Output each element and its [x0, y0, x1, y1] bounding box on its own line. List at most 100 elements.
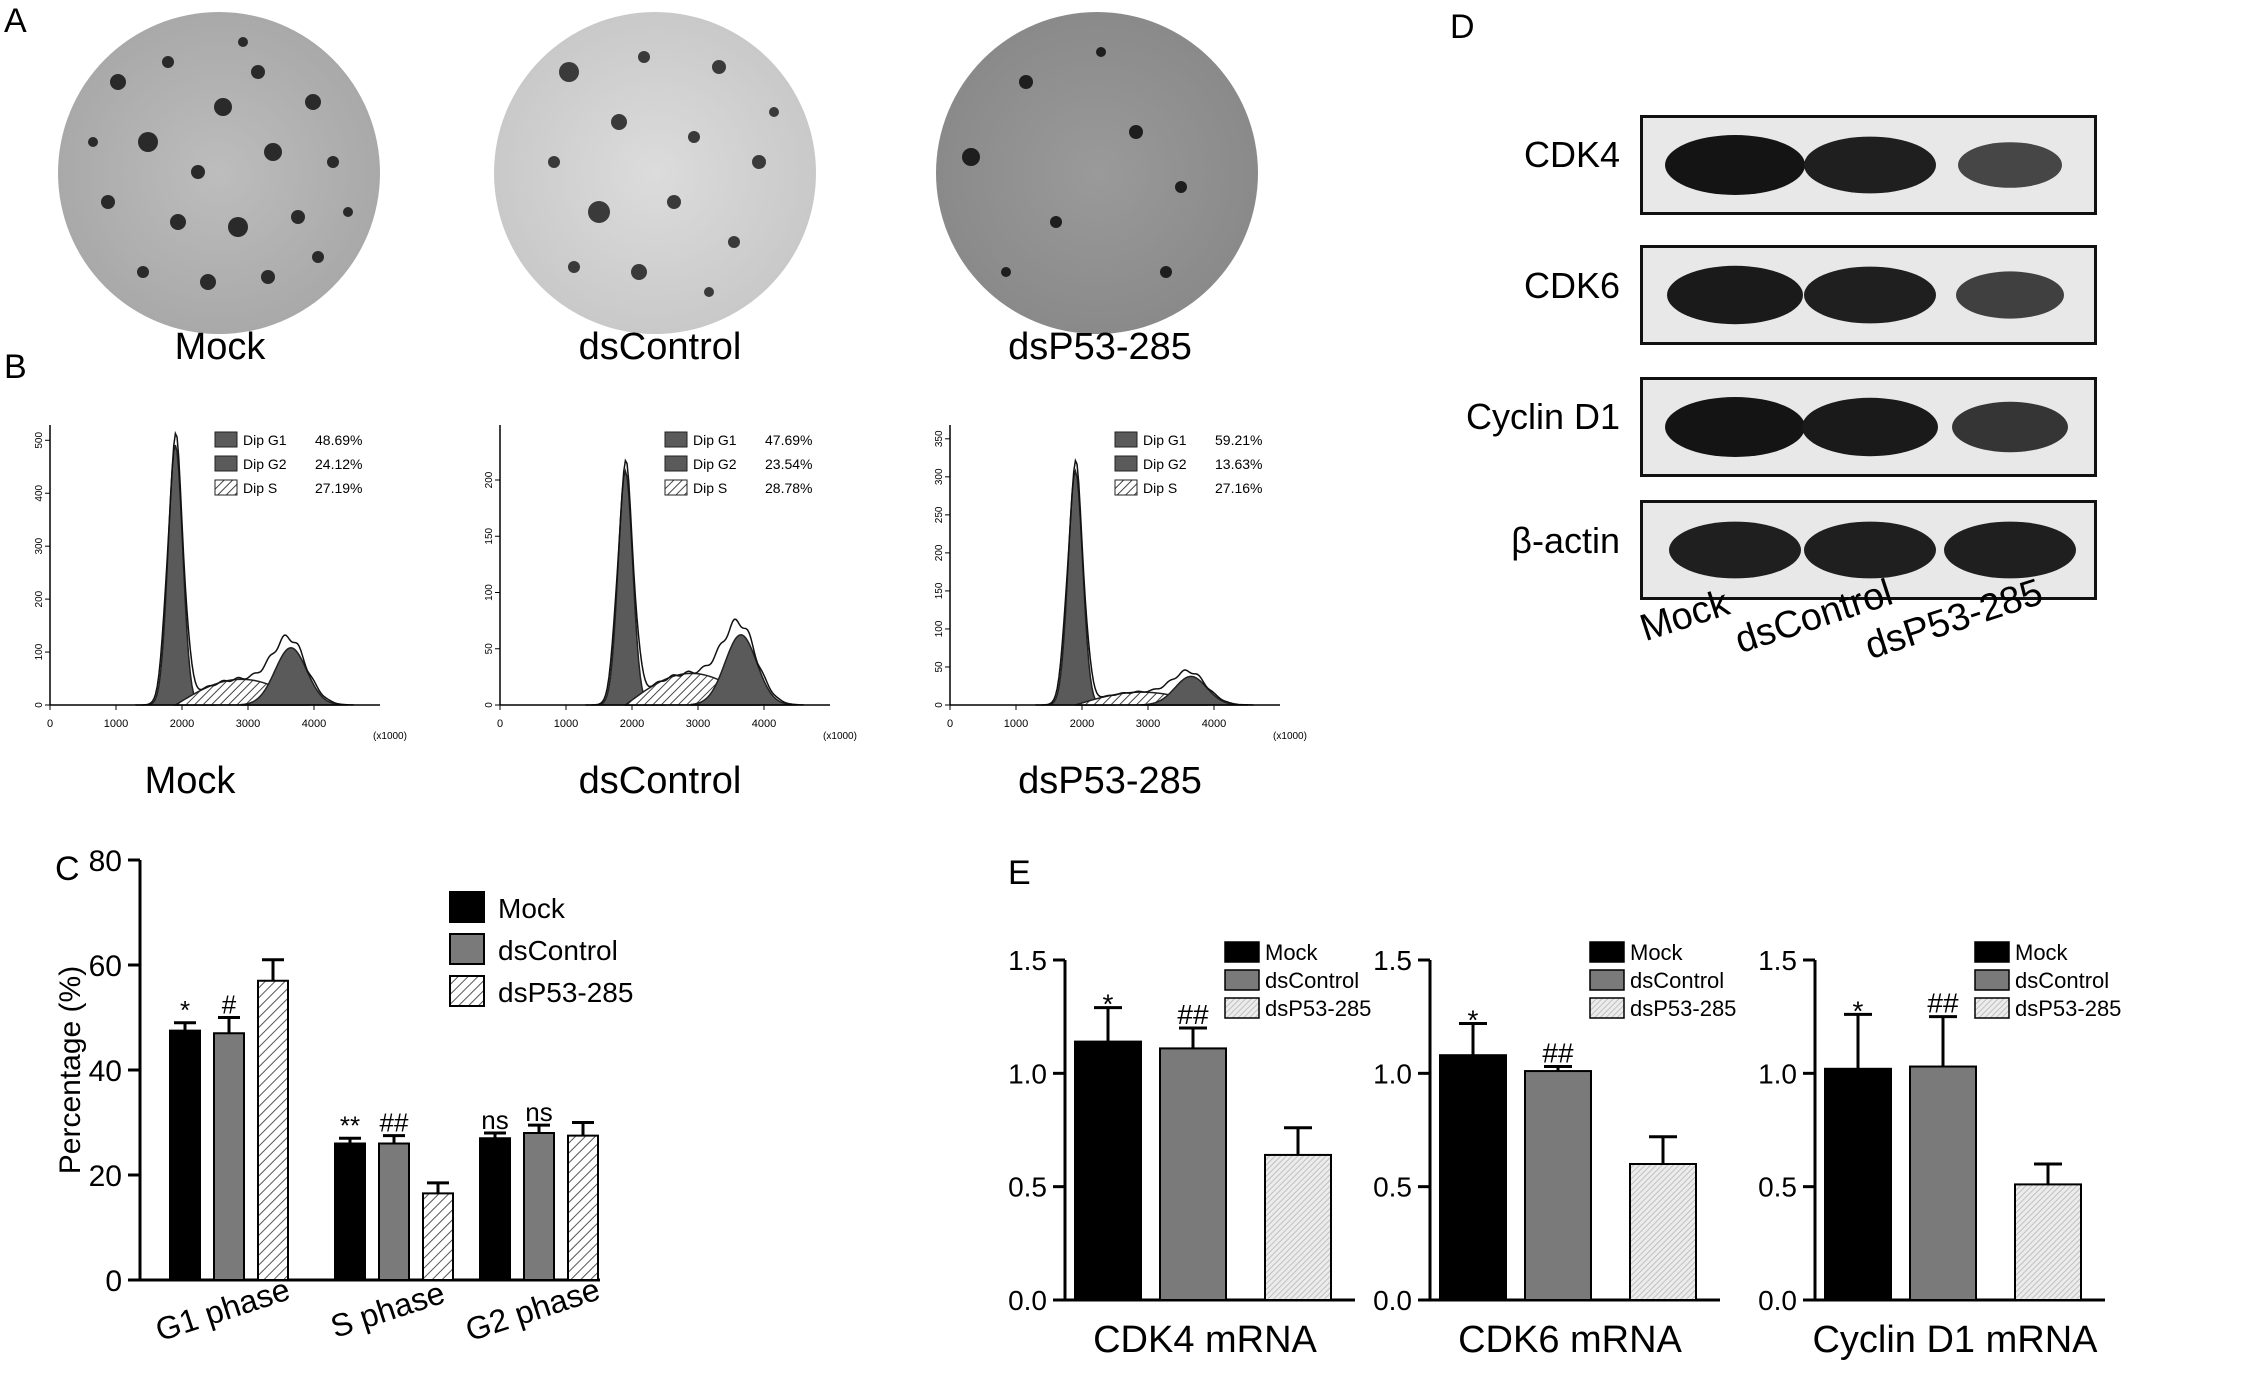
- e-legend-swatch-1-0: [1589, 941, 1625, 963]
- y-tick-label-2-6: 300: [934, 468, 945, 485]
- e-y-tick-label-1-1: 0.5: [1373, 1172, 1412, 1203]
- x-tick-label-2-4: 4000: [1202, 718, 1226, 730]
- y-tick-label-0-1: 100: [34, 643, 45, 660]
- g1-peak-0: [141, 444, 215, 706]
- e-bar-2-2: [2014, 1183, 2082, 1301]
- e-legend-label-0-0: Mock: [1265, 940, 1319, 965]
- cell-cycle-bar-chart: 0 20 40 60 80 Percentage (%) * # G1 phase ** ## S p…: [54, 845, 633, 1348]
- c-category-2: G2 phase: [461, 1271, 604, 1348]
- e-mark-1-0: *: [1468, 1004, 1479, 1035]
- c-bar-0-0: [169, 1029, 201, 1281]
- e-legend-label-1-1: dsControl: [1630, 968, 1724, 993]
- envelope-0: [135, 430, 354, 706]
- c-mark-0-1: #: [222, 990, 237, 1020]
- legend-value-0-2: 27.19%: [315, 480, 362, 496]
- e-legend-swatch-0-2: [1224, 997, 1260, 1019]
- e-legend-label-2-0: Mock: [2015, 940, 2069, 965]
- legend-swatch-0-2: [214, 479, 238, 496]
- c-y-tick-label-2: 40: [89, 1055, 122, 1088]
- e-y-tick-label-2-1: 0.5: [1758, 1172, 1797, 1203]
- envelope-1: [585, 458, 804, 706]
- legend-value-2-0: 59.21%: [1215, 432, 1262, 448]
- c-y-tick-label-3: 60: [89, 950, 122, 983]
- legend-swatch-0-0: [214, 431, 238, 448]
- e-legend-swatch-2-2: [1974, 997, 2010, 1019]
- e-bar-2-0: [1824, 1067, 1892, 1301]
- c-category-0: G1 phase: [151, 1271, 294, 1348]
- colony-dish-mock: [58, 12, 380, 334]
- legend-value-1-0: 47.69%: [765, 432, 812, 448]
- wb-band-3-0: [1669, 521, 1801, 579]
- y-tick-label-1-3: 150: [484, 527, 495, 544]
- c-legend-label-2: dsP53-285: [498, 977, 633, 1008]
- e-legend-swatch-0-1: [1224, 969, 1260, 991]
- legend-value-2-1: 13.63%: [1215, 456, 1262, 472]
- x-tick-label-2-0: 0: [947, 718, 953, 730]
- flow-cytometry-plots: 0 1000 2000 3000 4000(x1000)0100200300400500…: [34, 425, 1307, 742]
- c-legend-label-1: dsControl: [498, 935, 618, 966]
- y-tick-label-0-4: 400: [34, 484, 45, 501]
- e-y-tick-label-0-0: 0.0: [1008, 1285, 1047, 1316]
- y-tick-label-1-4: 200: [484, 471, 495, 488]
- e-y-tick-label-0-2: 1.0: [1008, 1058, 1047, 1089]
- c-mark-1-0: **: [340, 1110, 360, 1140]
- c-y-tick-label-4: 80: [89, 845, 122, 878]
- mrna-bar-charts: 0.0 0.5 1.0 1.5 * ## CDK4 mRNA Mock dsControl dsP…: [1008, 940, 2121, 1361]
- c-mark-1-1: ##: [380, 1108, 409, 1138]
- e-bar-0-2: [1264, 1153, 1332, 1301]
- colony-spots-dsp53: [962, 47, 1187, 278]
- x-tick-label-0-4: 4000: [302, 718, 326, 730]
- e-legend-label-2-2: dsP53-285: [2015, 996, 2121, 1021]
- legend-label-1-2: Dip S: [693, 480, 727, 496]
- e-legend-label-0-1: dsControl: [1265, 968, 1359, 993]
- panel-b-caption-dsp53: dsP53-285: [1018, 760, 1202, 802]
- e-xlabel-0: CDK4 mRNA: [1093, 1319, 1317, 1361]
- y-tick-label-2-5: 250: [934, 506, 945, 523]
- legend-value-1-1: 23.54%: [765, 456, 812, 472]
- g2-peak-1: [690, 634, 798, 706]
- x-tick-label-1-1: 1000: [554, 718, 578, 730]
- e-y-tick-label-1-0: 0.0: [1373, 1285, 1412, 1316]
- x-tick-label-2-3: 3000: [1136, 718, 1160, 730]
- legend-swatch-2-1: [1114, 455, 1138, 472]
- x-tick-label-2-2: 2000: [1070, 718, 1094, 730]
- wb-band-2-1: [1802, 397, 1938, 457]
- panel-a-caption-mock: Mock: [174, 326, 266, 368]
- y-tick-label-2-1: 50: [934, 661, 945, 673]
- e-bar-1-0: [1439, 1054, 1507, 1301]
- x-tick-label-0-1: 1000: [104, 718, 128, 730]
- e-mark-2-0: *: [1853, 995, 1864, 1026]
- x-tick-label-1-3: 3000: [686, 718, 710, 730]
- panel-c-label: C: [55, 850, 80, 888]
- western-blot: [1640, 115, 2097, 600]
- colony-spots-mock: [88, 37, 353, 290]
- y-tick-label-2-2: 100: [934, 620, 945, 637]
- c-bar-1-1: [378, 1142, 410, 1281]
- colony-dish-dscontrol: [494, 12, 816, 334]
- e-legend-label-2-1: dsControl: [2015, 968, 2109, 993]
- y-tick-label-2-0: 0: [934, 702, 945, 708]
- c-y-tick-label-0: 0: [105, 1265, 122, 1298]
- legend-swatch-2-0: [1114, 431, 1138, 448]
- colony-dish-dsp53: [936, 12, 1258, 334]
- panel-b-caption-dscontrol: dsControl: [578, 760, 742, 802]
- c-y-tick-label-1: 20: [89, 1160, 122, 1193]
- legend-label-0-1: Dip G2: [243, 456, 287, 472]
- wb-band-2-2: [1952, 401, 2068, 453]
- e-mark-0-0: *: [1103, 989, 1114, 1020]
- x-unit-0: (x1000): [373, 731, 407, 742]
- legend-value-0-0: 48.69%: [315, 432, 362, 448]
- colony-spots-dscontrol: [548, 51, 779, 297]
- legend-value-0-1: 24.12%: [315, 456, 362, 472]
- y-tick-label-1-2: 100: [484, 584, 495, 601]
- wb-band-1-1: [1804, 266, 1936, 324]
- y-tick-label-2-3: 150: [934, 582, 945, 599]
- e-y-tick-label-2-3: 1.5: [1758, 945, 1797, 976]
- e-xlabel-2: Cyclin D1 mRNA: [1812, 1319, 2098, 1361]
- y-tick-label-2-7: 350: [934, 430, 945, 447]
- c-legend-swatch-2: [449, 975, 485, 1007]
- wb-band-1-0: [1667, 265, 1803, 325]
- envelope-2: [1035, 458, 1254, 706]
- wb-band-3-2: [1944, 521, 2076, 579]
- legend-label-0-2: Dip S: [243, 480, 277, 496]
